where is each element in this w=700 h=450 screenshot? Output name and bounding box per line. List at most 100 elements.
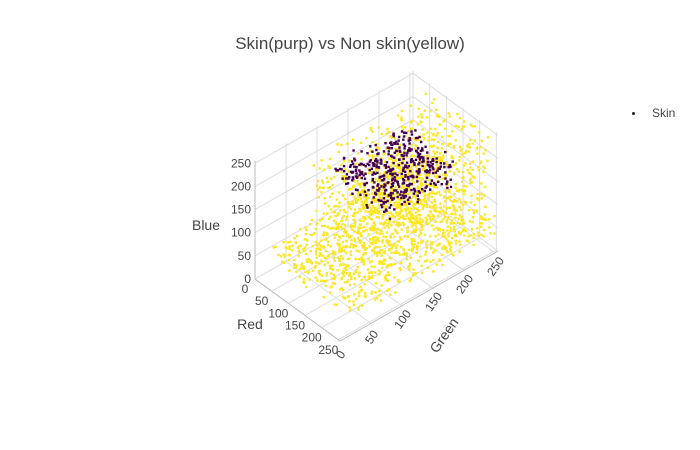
point-non-skin <box>469 172 472 176</box>
point-skin <box>426 151 429 154</box>
point-skin <box>358 163 361 167</box>
point-non-skin <box>422 204 426 207</box>
point-non-skin <box>381 217 384 220</box>
point-non-skin <box>343 267 346 270</box>
point-non-skin <box>385 147 388 150</box>
point-non-skin <box>401 128 404 131</box>
point-skin <box>391 143 394 147</box>
point-non-skin <box>347 279 350 282</box>
point-non-skin <box>391 170 395 173</box>
point-non-skin <box>414 191 418 195</box>
point-non-skin <box>374 207 377 210</box>
point-non-skin <box>336 256 340 259</box>
point-non-skin <box>462 125 466 128</box>
point-skin <box>382 197 386 200</box>
point-skin <box>359 193 362 196</box>
point-non-skin <box>348 245 352 249</box>
grid-line <box>285 260 372 324</box>
point-non-skin <box>384 278 387 282</box>
point-non-skin <box>434 168 437 171</box>
point-skin <box>444 171 447 174</box>
point-non-skin <box>319 219 322 222</box>
point-non-skin <box>376 238 379 241</box>
point-non-skin <box>322 245 326 248</box>
point-non-skin <box>317 179 320 183</box>
point-non-skin <box>315 250 318 253</box>
point-non-skin <box>370 260 374 263</box>
point-skin <box>408 202 411 205</box>
legend[interactable]: Skin <box>628 106 675 120</box>
point-non-skin <box>395 177 398 181</box>
point-non-skin <box>325 232 329 235</box>
point-non-skin <box>338 288 342 291</box>
point-skin <box>391 177 394 181</box>
point-non-skin <box>354 257 357 261</box>
point-non-skin <box>432 132 435 136</box>
point-non-skin <box>358 238 361 242</box>
point-non-skin <box>380 183 384 187</box>
point-non-skin <box>367 233 370 236</box>
point-non-skin <box>454 186 457 189</box>
point-non-skin <box>456 112 459 116</box>
point-non-skin <box>396 213 399 217</box>
point-skin <box>378 187 381 190</box>
point-skin <box>435 157 438 160</box>
point-skin <box>412 192 416 195</box>
point-non-skin <box>434 167 438 170</box>
point-non-skin <box>371 237 374 241</box>
point-skin <box>414 129 417 132</box>
point-non-skin <box>367 271 371 275</box>
point-skin <box>434 183 437 186</box>
point-non-skin <box>337 205 340 208</box>
point-skin <box>404 190 407 194</box>
point-skin <box>404 170 407 174</box>
point-non-skin <box>393 242 396 245</box>
point-non-skin <box>317 242 320 246</box>
point-non-skin <box>342 160 346 163</box>
point-skin <box>391 184 394 187</box>
point-non-skin <box>425 243 428 246</box>
point-non-skin <box>371 188 374 192</box>
point-non-skin <box>390 213 394 216</box>
point-non-skin <box>417 259 420 262</box>
point-skin <box>398 193 402 196</box>
point-non-skin <box>351 202 355 206</box>
point-non-skin <box>412 274 415 277</box>
point-non-skin <box>397 278 400 282</box>
grid-line <box>412 96 499 159</box>
point-non-skin <box>449 226 453 230</box>
point-non-skin <box>434 152 437 156</box>
point-non-skin <box>457 170 460 173</box>
point-non-skin <box>336 143 339 146</box>
point-non-skin <box>328 186 332 189</box>
point-non-skin <box>331 192 334 195</box>
point-non-skin <box>416 123 420 126</box>
point-skin <box>385 188 388 192</box>
point-non-skin <box>390 184 393 187</box>
point-non-skin <box>347 236 351 239</box>
point-non-skin <box>374 271 377 274</box>
point-non-skin <box>368 238 372 241</box>
point-non-skin <box>360 226 363 229</box>
point-non-skin <box>414 215 418 218</box>
point-skin <box>361 172 364 176</box>
point-skin <box>397 135 401 139</box>
point-non-skin <box>365 197 368 201</box>
point-non-skin <box>342 245 345 248</box>
point-skin <box>363 183 366 187</box>
point-skin <box>380 199 383 202</box>
point-non-skin <box>447 217 450 220</box>
point-non-skin <box>339 263 343 266</box>
point-non-skin <box>347 170 351 173</box>
point-non-skin <box>403 207 407 211</box>
point-non-skin <box>309 250 312 253</box>
point-non-skin <box>379 230 382 233</box>
tick-label-green: 250 <box>484 254 507 279</box>
point-skin <box>416 201 419 204</box>
point-non-skin <box>383 226 386 229</box>
point-non-skin <box>432 144 435 147</box>
point-non-skin <box>445 150 448 153</box>
point-skin <box>407 139 410 142</box>
point-non-skin <box>405 156 409 159</box>
